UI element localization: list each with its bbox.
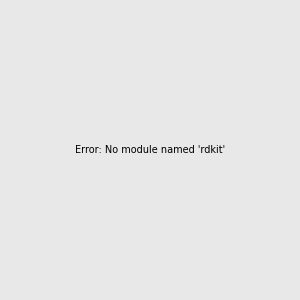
Text: Error: No module named 'rdkit': Error: No module named 'rdkit' bbox=[75, 145, 225, 155]
